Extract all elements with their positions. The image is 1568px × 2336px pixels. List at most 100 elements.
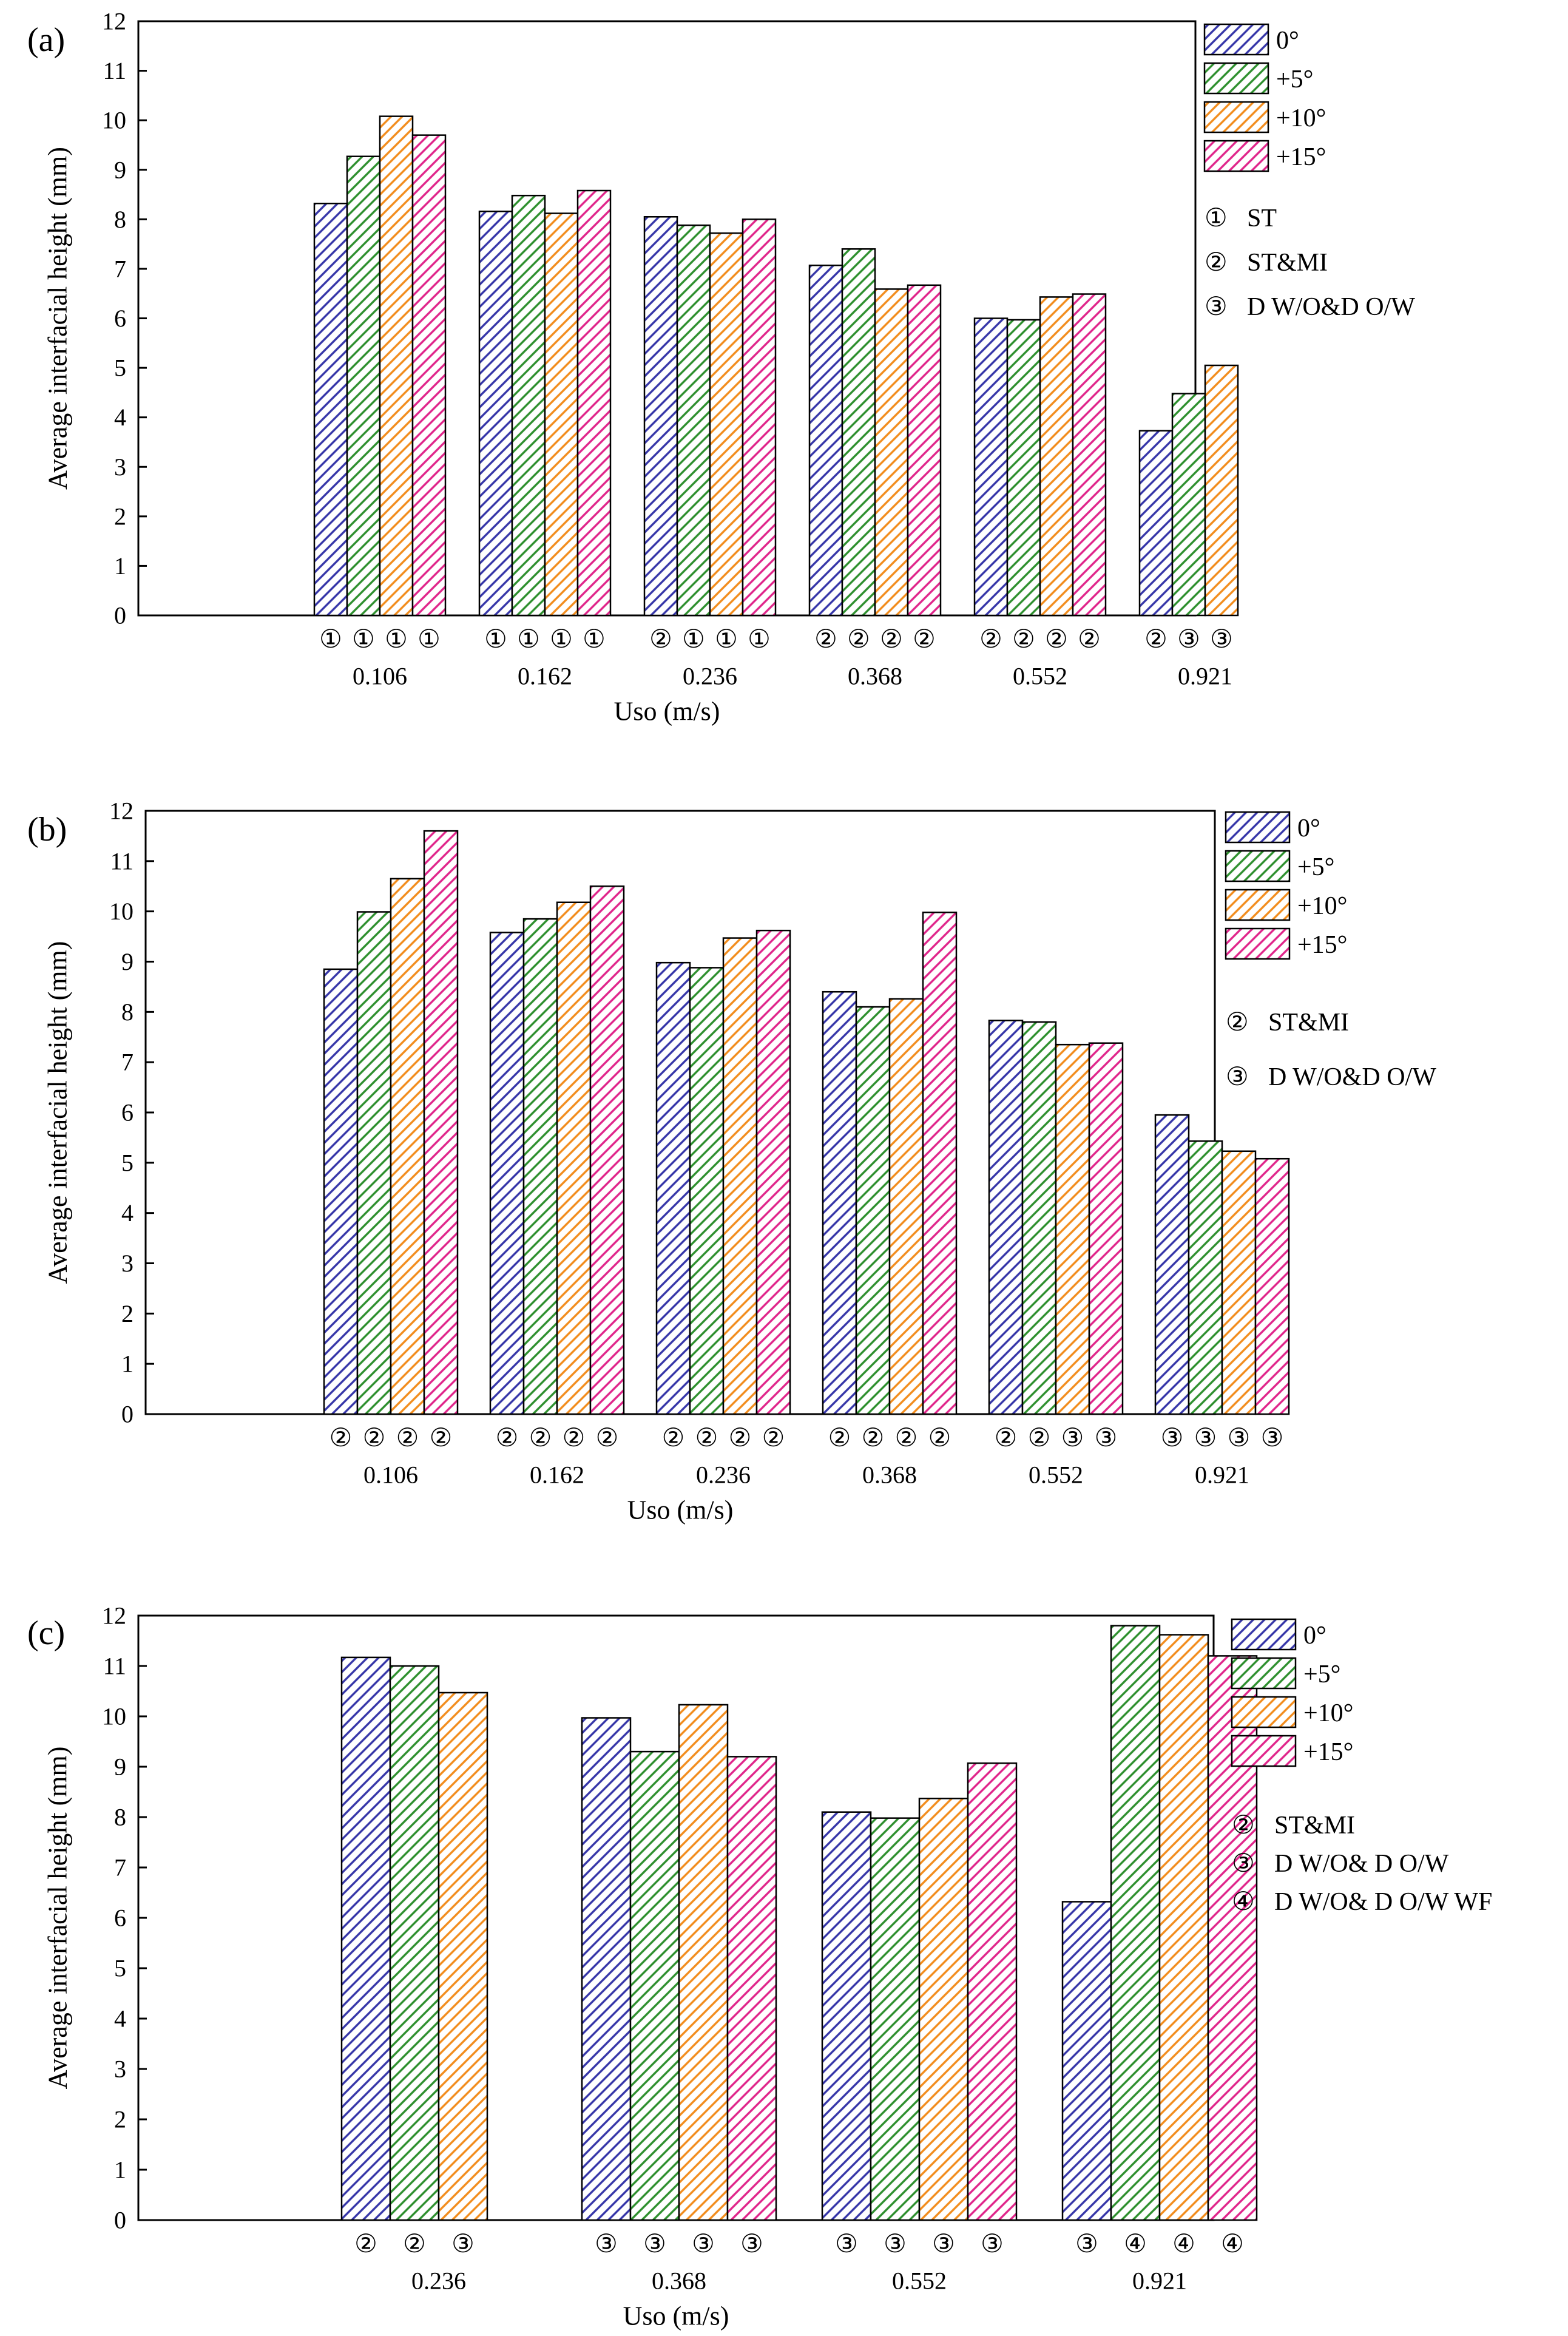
x-tick-label: 0.368 (848, 663, 902, 690)
x-tick-label: 0.552 (1029, 1461, 1083, 1489)
legend-label: +5° (1276, 66, 1313, 93)
bar-0-0.921 (1138, 430, 1174, 617)
regime-marker: ② (913, 626, 936, 654)
regime-legend-symbol: ② (1232, 1812, 1255, 1840)
y-tick-label: 7 (114, 1854, 126, 1881)
bar-+5-0.162 (511, 194, 546, 617)
legend-swatch (1231, 1618, 1297, 1651)
y-tick-label: 9 (114, 156, 126, 183)
y-tick-label: 0 (114, 602, 126, 629)
x-tick-label: 0.921 (1195, 1461, 1249, 1489)
regime-marker: ③ (932, 2230, 955, 2258)
bar-0-0.552 (821, 1811, 872, 2221)
x-tick-label: 0.552 (892, 2267, 947, 2295)
bar-+5-0.368 (629, 1750, 680, 2221)
regime-marker: ② (880, 626, 903, 654)
x-tick-label: 0.106 (353, 663, 407, 690)
bar-+10-0.368 (888, 998, 924, 1415)
bar-+10-0.921 (1221, 1150, 1257, 1415)
x-tick-label: 0.368 (862, 1461, 917, 1489)
y-axis-label: Average interfacial height (mm) (43, 147, 73, 490)
y-tick-label: 12 (109, 797, 133, 825)
y-tick-label: 4 (121, 1199, 133, 1227)
regime-marker: ③ (595, 2230, 618, 2258)
bar-+15-0.106 (411, 134, 447, 617)
bar-+15-0.368 (922, 912, 958, 1415)
regime-legend-label: D W/O&D O/W (1247, 293, 1415, 321)
regime-marker: ③ (981, 2230, 1004, 2258)
regime-marker: ④ (1124, 2230, 1147, 2258)
bar-+5-0.552 (870, 1817, 921, 2221)
legend-swatch (1225, 927, 1291, 960)
regime-legend-label: D W/O&D O/W (1268, 1063, 1436, 1091)
regime-marker: ③ (1161, 1424, 1184, 1452)
regime-marker: ① (583, 626, 606, 654)
legend-swatch (1203, 140, 1269, 172)
regime-marker: ② (1144, 626, 1168, 654)
bar-0-0.921 (1061, 1901, 1112, 2221)
legend-label: +15° (1297, 931, 1347, 959)
legend-label: 0° (1303, 1622, 1326, 1650)
bar-+15-0.106 (423, 830, 459, 1415)
bar-+15-0.236 (742, 218, 777, 617)
regime-marker: ① (517, 626, 540, 654)
regime-marker: ② (396, 1424, 419, 1452)
regime-marker: ② (1012, 626, 1035, 654)
regime-marker: ③ (884, 2230, 907, 2258)
legend-swatch (1225, 889, 1291, 921)
bar-+5-0.552 (1021, 1021, 1057, 1415)
y-tick-label: 12 (102, 1602, 126, 1630)
bar-0-0.236 (655, 961, 691, 1415)
regime-marker: ② (695, 1424, 718, 1452)
y-tick-label: 7 (121, 1049, 133, 1076)
regime-marker: ② (363, 1424, 386, 1452)
regime-marker: ① (748, 626, 771, 654)
bar-+15-0.236 (755, 929, 791, 1415)
y-tick-label: 6 (121, 1099, 133, 1126)
x-axis-label: Uso (m/s) (623, 2301, 729, 2331)
x-tick-label: 0.921 (1178, 663, 1232, 690)
y-tick-label: 9 (121, 948, 133, 975)
legend-label: +15° (1276, 143, 1326, 171)
regime-marker: ② (979, 626, 1002, 654)
bar-+5-0.236 (676, 224, 711, 617)
bar-+5-0.921 (1110, 1625, 1161, 2221)
regime-legend-symbol: ① (1205, 205, 1228, 232)
regime-legend-symbol: ② (1205, 249, 1228, 277)
bar-+10-0.162 (556, 901, 592, 1415)
x-tick-label: 0.552 (1013, 663, 1067, 690)
bar-0-0.368 (581, 1717, 632, 2221)
y-tick-label: 12 (102, 8, 126, 35)
x-tick-label: 0.106 (363, 1461, 418, 1489)
legend-swatch (1225, 850, 1291, 882)
bar-+10-0.236 (438, 1691, 488, 2221)
regime-legend-symbol: ③ (1205, 293, 1228, 321)
bar-+15-0.162 (589, 885, 625, 1415)
y-tick-label: 10 (102, 107, 126, 134)
regime-marker: ③ (1228, 1424, 1251, 1452)
bar-+15-0.552 (1072, 293, 1107, 617)
bar-+10-0.106 (390, 878, 425, 1415)
legend-swatch (1203, 101, 1269, 134)
y-tick-label: 1 (114, 2156, 126, 2184)
bar-+5-0.921 (1188, 1140, 1223, 1415)
x-tick-label: 0.236 (683, 663, 737, 690)
regime-legend-symbol: ② (1226, 1009, 1249, 1037)
x-axis-label: Uso (m/s) (627, 1495, 734, 1525)
regime-marker: ③ (740, 2230, 763, 2258)
regime-marker: ③ (1095, 1424, 1118, 1452)
x-tick-label: 0.368 (652, 2267, 706, 2295)
regime-marker: ② (1045, 626, 1068, 654)
y-tick-label: 10 (102, 1703, 126, 1730)
bar-+15-0.368 (907, 284, 942, 617)
regime-marker: ③ (1194, 1424, 1217, 1452)
bar-+10-0.552 (1039, 296, 1074, 617)
regime-legend-label: D W/O& D O/W WF (1274, 1888, 1492, 1916)
regime-marker: ② (862, 1424, 885, 1452)
bar-+5-0.921 (1171, 393, 1206, 617)
y-tick-label: 5 (114, 354, 126, 382)
bar-+10-0.552 (918, 1798, 969, 2221)
bar-+5-0.368 (855, 1006, 891, 1415)
